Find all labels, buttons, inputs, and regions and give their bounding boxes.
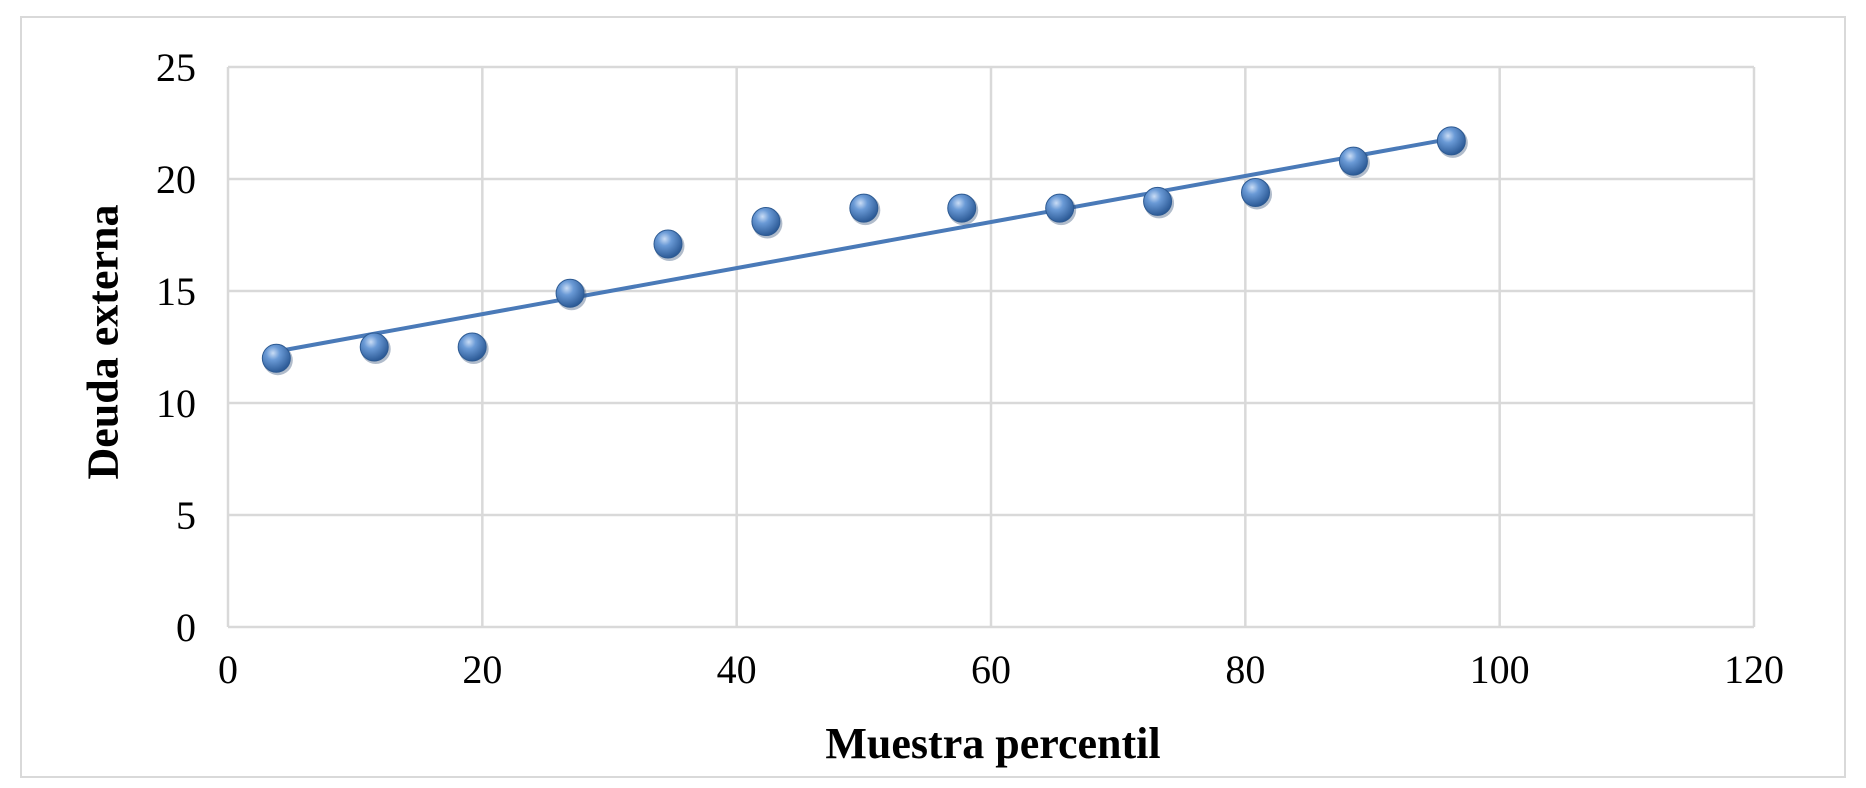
y-tick-label: 5 — [176, 493, 196, 538]
data-point — [359, 332, 391, 364]
x-tick-label: 60 — [971, 647, 1011, 692]
data-points — [261, 126, 1468, 376]
x-tick-label: 80 — [1225, 647, 1265, 692]
data-point — [1436, 126, 1468, 158]
tick-labels: 0 5 10 15 20 25 0 20 40 60 80 100 120 — [156, 45, 1784, 692]
data-point — [849, 193, 881, 226]
data-point — [1045, 193, 1077, 226]
x-tick-label: 20 — [462, 647, 502, 692]
trendline — [275, 136, 1452, 354]
data-point — [261, 343, 293, 376]
data-point — [1143, 186, 1175, 219]
y-tick-label: 10 — [156, 381, 196, 426]
data-point — [555, 278, 587, 311]
data-point — [457, 332, 489, 364]
y-tick-label: 25 — [156, 45, 196, 90]
x-tick-label: 120 — [1724, 647, 1784, 692]
x-tick-label: 100 — [1470, 647, 1530, 692]
data-point — [1338, 146, 1370, 179]
x-tick-label: 0 — [218, 647, 238, 692]
data-point — [947, 193, 979, 226]
x-tick-label: 40 — [717, 647, 757, 692]
chart-frame — [20, 16, 1846, 778]
grid-lines — [226, 65, 1756, 629]
y-tick-label: 15 — [156, 269, 196, 314]
y-tick-label: 0 — [176, 605, 196, 650]
x-axis-title: Muestra percentil — [825, 719, 1161, 768]
trendline-layer — [275, 136, 1452, 354]
data-point — [751, 207, 783, 239]
y-tick-label: 20 — [156, 157, 196, 202]
y-axis-title: Deuda externa — [78, 204, 128, 480]
data-point — [653, 229, 685, 261]
data-point — [1241, 177, 1273, 210]
